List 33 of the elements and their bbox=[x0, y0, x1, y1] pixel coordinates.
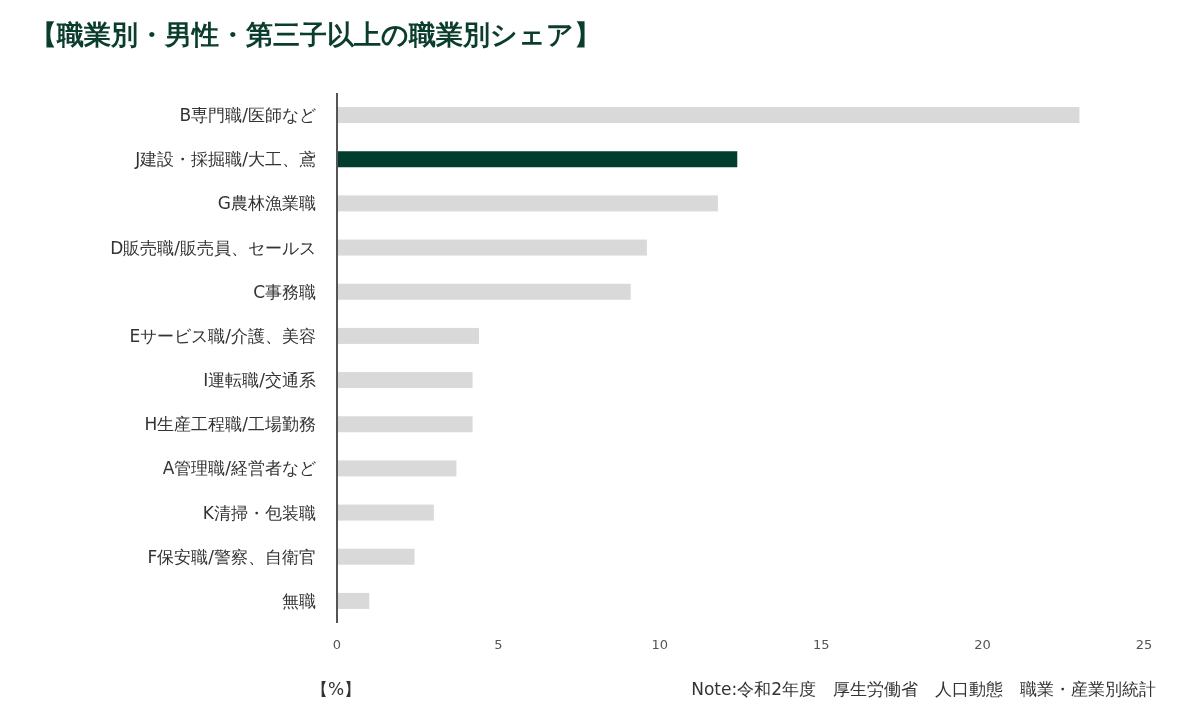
x-tick-label: 15 bbox=[812, 637, 830, 652]
y-tick-label: K清掃・包装職 bbox=[202, 502, 316, 523]
chart-title: 【職業別・男性・第三子以上の職業別シェア】 bbox=[30, 19, 601, 50]
bar bbox=[337, 372, 473, 389]
y-tick-label: G農林漁業職 bbox=[217, 193, 316, 214]
y-tick-label: A管理職/経営者など bbox=[162, 458, 316, 479]
x-tick-label: 10 bbox=[651, 637, 669, 652]
x-axis-title: 【%】 bbox=[310, 679, 362, 699]
y-tick-label: I運転職/交通系 bbox=[203, 370, 316, 391]
bar bbox=[337, 548, 415, 565]
y-tick-label: D販売職/販売員、セールス bbox=[110, 237, 316, 258]
bar bbox=[337, 416, 473, 433]
y-tick-label: F保安職/警察、自衛官 bbox=[147, 546, 316, 567]
bar bbox=[337, 239, 647, 256]
x-tick-label: 20 bbox=[974, 637, 991, 652]
bar bbox=[337, 283, 631, 300]
bar bbox=[337, 460, 457, 477]
y-tick-label: C事務職 bbox=[253, 281, 316, 302]
y-tick-label: Eサービス職/介護、美容 bbox=[129, 325, 316, 346]
bar bbox=[337, 151, 738, 168]
bar bbox=[337, 504, 434, 521]
y-tick-label: J建設・採掘職/大工、鳶 bbox=[134, 149, 316, 170]
bar bbox=[337, 195, 718, 212]
bar bbox=[337, 327, 480, 344]
bar bbox=[337, 592, 370, 609]
y-tick-label: B専門職/医師など bbox=[179, 105, 316, 126]
x-tick-label: 0 bbox=[332, 637, 342, 652]
y-tick-label: 無職 bbox=[282, 590, 316, 611]
x-tick-label: 25 bbox=[1135, 637, 1153, 652]
y-tick-label: H生産工程職/工場勤務 bbox=[144, 414, 316, 435]
x-tick-label: 5 bbox=[494, 637, 503, 652]
bar bbox=[337, 107, 1080, 124]
text: Note:令和2年度 厚生労働省 人口動態 職業・産業別統計 bbox=[691, 679, 1156, 699]
